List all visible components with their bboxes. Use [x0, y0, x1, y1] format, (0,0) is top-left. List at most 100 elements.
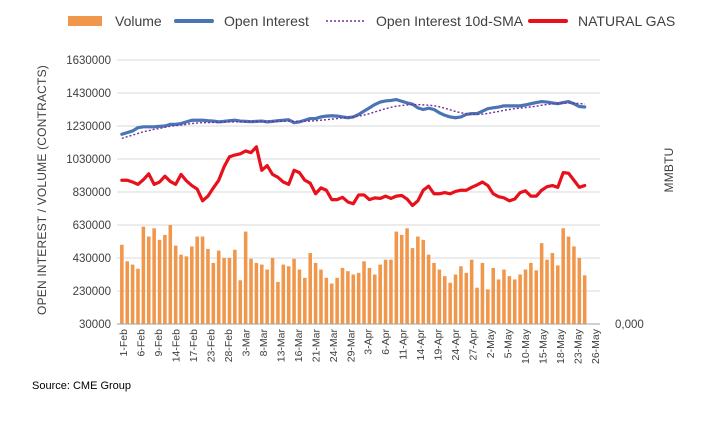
volume-bar: [367, 267, 372, 324]
volume-bar: [448, 282, 452, 324]
volume-bar: [286, 266, 291, 324]
volume-bar: [243, 231, 248, 324]
volume-bar: [421, 239, 426, 324]
left-axis-title: OPEN INTEREST / VOLUME (CONTRACTS): [35, 65, 49, 315]
volume-bar: [233, 249, 237, 324]
x-tick-label: 28-Feb: [223, 329, 235, 362]
volume-bar: [577, 258, 582, 324]
x-tick-label: 14-Apr: [415, 328, 427, 360]
x-axis-ticks: 1-Feb 6-Feb 9-Feb 14-Feb 17-Feb 23-Feb 28-Feb 3…: [118, 328, 602, 364]
left-tick-label: 1230000: [66, 121, 111, 133]
left-tick-label: 230000: [73, 286, 111, 298]
volume-bar: [297, 269, 302, 324]
left-axis-ticks: 30000 230000 430000 630000 830000 1030000 1230…: [66, 55, 111, 331]
volume-bar: [190, 246, 194, 324]
volume-bar: [469, 259, 474, 324]
volume-bar: [340, 267, 345, 324]
volume-bar: [249, 258, 253, 324]
volume-bar: [480, 262, 485, 324]
volume-bar: [254, 262, 259, 324]
volume-bar: [373, 274, 377, 324]
left-tick-label: 630000: [73, 220, 111, 232]
volume-bar: [582, 275, 587, 324]
volume-bar: [136, 268, 140, 324]
x-tick-label: 17-Feb: [188, 329, 200, 362]
volume-bar: [141, 226, 146, 324]
x-tick-label: 23-Feb: [205, 329, 217, 362]
volume-bar: [362, 261, 366, 324]
x-tick-label: 3-Mar: [240, 328, 252, 356]
volume-bar: [556, 265, 560, 324]
volume-bar: [394, 231, 399, 324]
legend-natural-gas-label: NATURAL GAS: [578, 13, 675, 29]
volume-bar: [502, 269, 506, 324]
open-interest-sma-line: [121, 102, 585, 140]
x-tick-label: 19-Apr: [433, 328, 445, 360]
volume-bar: [534, 270, 539, 325]
volume-bar: [545, 259, 549, 324]
series-lines: [120, 98, 587, 208]
volume-bar: [523, 269, 528, 324]
volume-bar: [152, 228, 156, 324]
volume-bar: [303, 277, 307, 324]
volume-bar: [346, 271, 350, 324]
volume-bars: [120, 225, 587, 325]
legend-volume-label: Volume: [115, 13, 162, 29]
volume-bar: [512, 279, 517, 324]
volume-bar: [184, 256, 189, 324]
volume-bar: [518, 274, 522, 324]
volume-bar: [566, 236, 571, 324]
volume-bar: [146, 236, 151, 324]
volume-bar: [405, 228, 409, 324]
x-tick-label: 15-May: [538, 328, 550, 364]
x-tick-label: 18-May: [555, 328, 567, 364]
volume-bar: [157, 239, 162, 324]
x-tick-label: 6-Feb: [135, 329, 147, 357]
volume-bar: [195, 236, 199, 324]
legend: Volume Open Interest Open Interest 10d-S…: [68, 13, 675, 29]
volume-bar: [496, 279, 501, 324]
x-tick-label: 9-Feb: [153, 329, 165, 357]
x-tick-label: 2-May: [485, 328, 497, 358]
left-tick-label: 30000: [79, 319, 111, 331]
volume-bar: [206, 248, 210, 324]
left-tick-label: 830000: [73, 187, 111, 199]
volume-bar: [276, 281, 280, 324]
volume-bar: [173, 245, 178, 325]
volume-bar: [270, 258, 275, 324]
volume-bar: [442, 276, 447, 324]
volume-bar: [356, 272, 361, 324]
x-tick-label: 14-Feb: [170, 329, 182, 362]
volume-bar: [475, 287, 479, 324]
volume-bar: [426, 254, 431, 324]
volume-bar: [200, 236, 205, 324]
x-tick-label: 23-May: [573, 328, 585, 364]
volume-bar: [491, 267, 495, 324]
volume-bar: [222, 258, 226, 324]
x-tick-label: 3-Apr: [363, 329, 375, 355]
volume-bar: [120, 244, 124, 324]
volume-bar: [324, 277, 329, 324]
volume-bar: [561, 228, 565, 324]
volume-bar: [539, 243, 544, 324]
volume-bar: [416, 236, 420, 324]
volume-bar: [329, 283, 334, 324]
left-tick-label: 430000: [73, 253, 111, 265]
x-tick-label: 21-Mar: [310, 329, 322, 363]
volume-bar: [216, 250, 221, 324]
x-tick-label: 1-Feb: [118, 329, 130, 357]
x-tick-label: 26-May: [590, 328, 602, 364]
volume-bar: [281, 264, 286, 324]
right-axis-title: MMBTU: [662, 148, 676, 193]
x-tick-label: 11-Apr: [398, 329, 410, 360]
volume-bar: [399, 234, 404, 324]
volume-bar: [486, 289, 490, 324]
legend-volume-swatch: [68, 16, 102, 26]
legend-sma-label: Open Interest 10d-SMA: [376, 13, 524, 29]
volume-bar: [383, 259, 388, 324]
volume-bar: [507, 276, 512, 324]
left-tick-label: 1630000: [66, 55, 111, 67]
volume-bar: [550, 253, 555, 324]
